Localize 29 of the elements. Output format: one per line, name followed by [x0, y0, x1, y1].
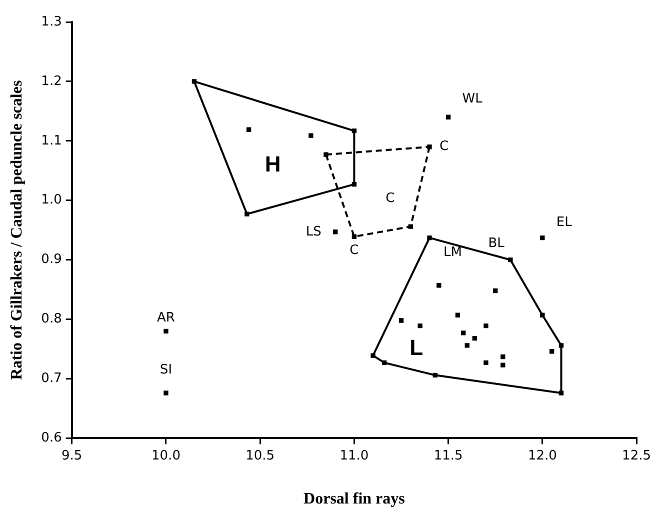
annotation: BL: [488, 236, 506, 252]
annotation: WL: [462, 92, 484, 107]
annotation: C: [439, 139, 449, 154]
y-tick-label: 1.3: [41, 14, 62, 30]
y-tick-label: 1.0: [41, 192, 62, 208]
y-tick-label: 0.9: [41, 252, 62, 268]
series-label: H: [264, 151, 281, 176]
y-tick-label: 1.2: [41, 74, 62, 89]
x-tick-label: 12.5: [622, 448, 652, 464]
annotation: C: [386, 190, 395, 206]
x-tick-label: 11.5: [434, 448, 463, 464]
annotation: EL: [556, 215, 573, 230]
annotation: LS: [306, 224, 322, 240]
y-tick-label: 0.7: [41, 371, 62, 386]
x-tick-label: 10.5: [246, 448, 275, 464]
x-tick-label: 9.5: [62, 448, 82, 464]
annotation: SI: [160, 362, 172, 378]
y-tick-label: 1.1: [41, 133, 62, 148]
x-tick-label: 12.0: [528, 448, 557, 464]
x-tick-label: 10.0: [152, 448, 180, 464]
y-axis-title: Ratio of Gillrakers / Caudal peduncle scales: [8, 80, 26, 380]
x-tick-label: 11.0: [340, 448, 369, 464]
annotation: AR: [157, 310, 175, 326]
series-label: L: [410, 334, 424, 360]
x-axis-title: Dorsal fin rays: [304, 490, 405, 508]
y-tick-label: 0.6: [41, 430, 62, 446]
annotation: C: [350, 243, 359, 258]
annotation: LM: [443, 245, 462, 260]
y-tick-label: 0.8: [41, 312, 62, 327]
